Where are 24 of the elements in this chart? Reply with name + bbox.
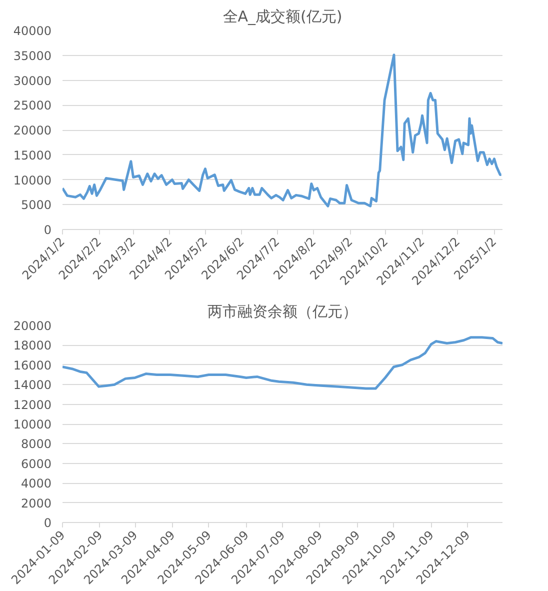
y-tick-label: 25000 (13, 98, 52, 113)
y-tick-label: 14000 (13, 378, 52, 392)
line-series (62, 54, 502, 208)
y-tick-label: 40000 (13, 24, 52, 38)
y-tick-label: 5000 (20, 198, 52, 212)
y-tick-label: 20000 (13, 124, 52, 138)
y-tick-label: 15000 (13, 148, 52, 162)
line-series (62, 336, 502, 390)
y-tick-label: 12000 (13, 398, 52, 412)
y-tick-label: 0 (44, 223, 52, 237)
y-tick-label: 10000 (13, 418, 52, 432)
y-tick-label: 35000 (13, 48, 52, 63)
y-tick-label: 0 (44, 516, 52, 530)
y-tick-label: 16000 (13, 358, 52, 372)
y-tick-label: 20000 (13, 319, 52, 333)
y-tick-label: 10000 (13, 173, 52, 188)
chart-title: 两市融资余额（亿元） (208, 302, 358, 320)
y-tick-label: 30000 (13, 74, 52, 88)
chart-title: 全A_成交额(亿元) (222, 8, 342, 26)
y-tick-label: 6000 (20, 456, 52, 471)
y-tick-label: 8000 (20, 437, 52, 452)
y-tick-label: 4000 (20, 476, 52, 491)
y-tick-label: 2000 (20, 496, 52, 510)
y-tick-label: 18000 (13, 338, 52, 353)
